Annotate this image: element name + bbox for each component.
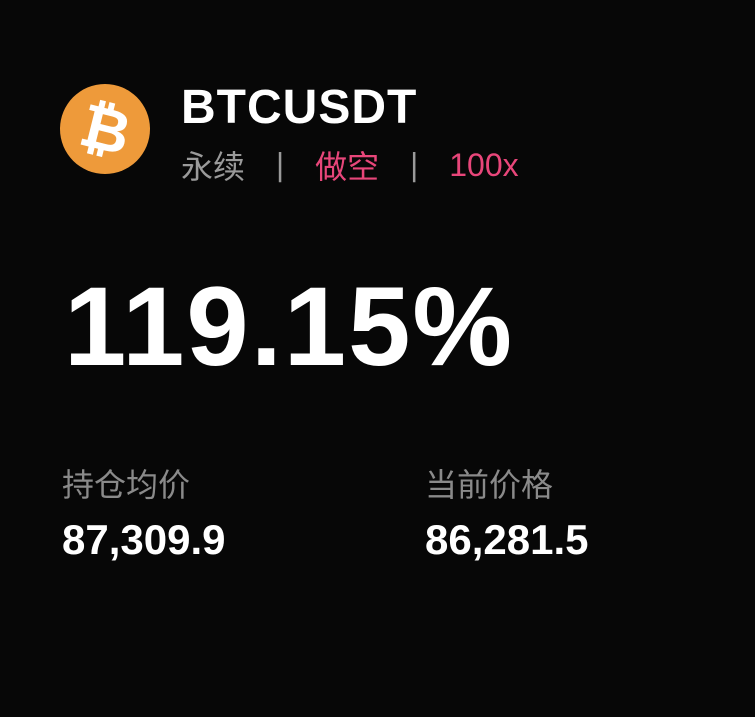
contract-type: 永续 <box>181 148 246 186</box>
bitcoin-icon: ₿ <box>60 84 150 174</box>
pnl-percent: 119.15% <box>64 264 514 389</box>
entry-price-value: 87,309.9 <box>62 516 226 563</box>
direction-badge: 做空 <box>315 148 380 186</box>
leverage-badge: 100x <box>449 146 519 183</box>
entry-price-label: 持仓均价 <box>62 466 191 504</box>
symbol-title: BTCUSDT <box>181 81 418 134</box>
position-tags: 永续 | 做空 | 100x <box>181 142 519 188</box>
bitcoin-glyph: ₿ <box>73 90 137 168</box>
separator: | <box>275 147 286 183</box>
separator: | <box>409 147 420 183</box>
current-price-label: 当前价格 <box>425 466 554 504</box>
current-price-value: 86,281.5 <box>425 516 589 563</box>
